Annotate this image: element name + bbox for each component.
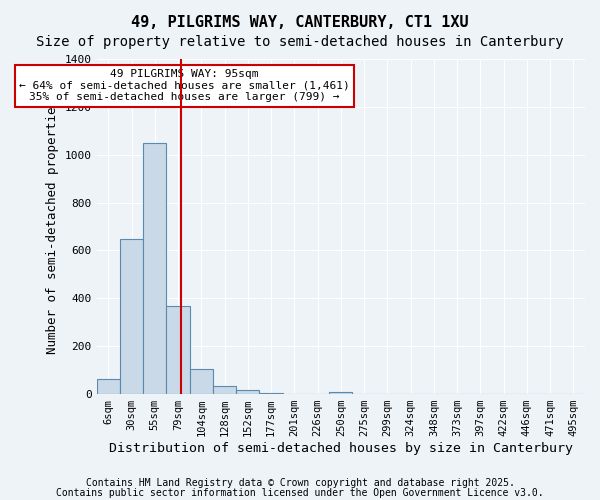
Text: Size of property relative to semi-detached houses in Canterbury: Size of property relative to semi-detach… bbox=[36, 35, 564, 49]
Bar bbox=[259, 393, 283, 394]
Text: 49 PILGRIMS WAY: 95sqm
← 64% of semi-detached houses are smaller (1,461)
35% of : 49 PILGRIMS WAY: 95sqm ← 64% of semi-det… bbox=[19, 69, 350, 102]
Text: Contains public sector information licensed under the Open Government Licence v3: Contains public sector information licen… bbox=[56, 488, 544, 498]
Bar bbox=[213, 386, 236, 394]
Y-axis label: Number of semi-detached properties: Number of semi-detached properties bbox=[46, 99, 59, 354]
Text: 49, PILGRIMS WAY, CANTERBURY, CT1 1XU: 49, PILGRIMS WAY, CANTERBURY, CT1 1XU bbox=[131, 15, 469, 30]
Bar bbox=[143, 143, 166, 394]
Bar bbox=[97, 378, 120, 394]
Bar bbox=[120, 238, 143, 394]
Text: Contains HM Land Registry data © Crown copyright and database right 2025.: Contains HM Land Registry data © Crown c… bbox=[86, 478, 514, 488]
X-axis label: Distribution of semi-detached houses by size in Canterbury: Distribution of semi-detached houses by … bbox=[109, 442, 573, 455]
Bar bbox=[329, 392, 352, 394]
Bar bbox=[166, 306, 190, 394]
Bar bbox=[190, 369, 213, 394]
Bar bbox=[236, 390, 259, 394]
